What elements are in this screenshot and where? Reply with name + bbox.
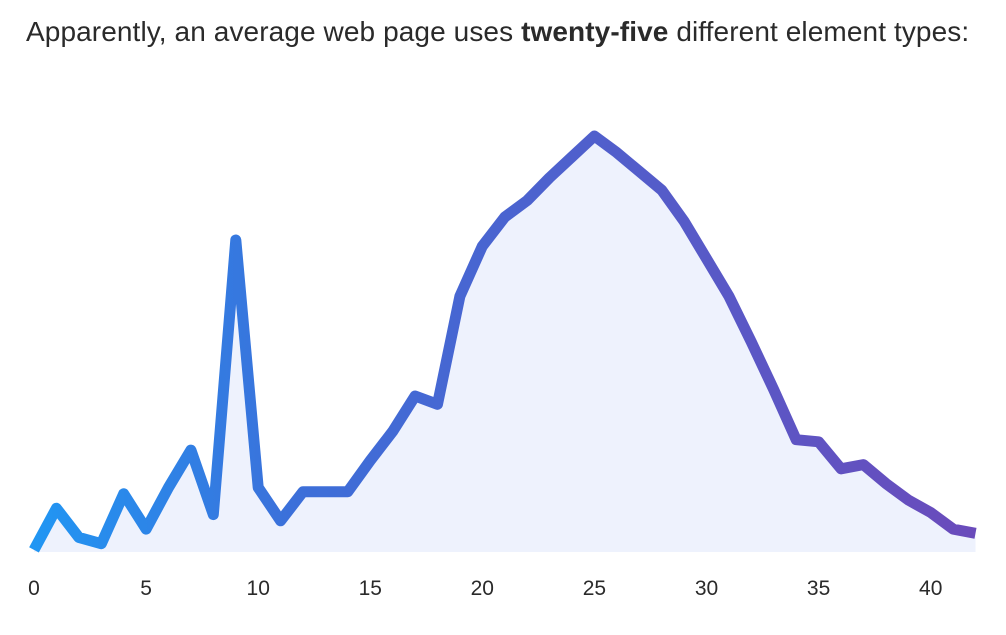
x-tick-label: 10 [247, 577, 270, 600]
data-point [298, 487, 308, 497]
data-point [388, 426, 398, 436]
data-point [410, 391, 420, 401]
data-point [253, 483, 263, 493]
data-point [164, 483, 174, 493]
data-point [545, 173, 555, 183]
data-point [881, 478, 891, 488]
data-point [791, 435, 801, 445]
page-title: Apparently, an average web page uses twe… [26, 16, 969, 48]
data-point [500, 212, 510, 222]
data-point [96, 539, 106, 549]
data-point [769, 385, 779, 395]
data-point [612, 148, 622, 158]
data-point [926, 508, 936, 518]
data-point [276, 516, 286, 526]
x-tick-label: 25 [583, 577, 606, 600]
data-point [29, 545, 39, 555]
x-tick-label: 15 [359, 577, 382, 600]
data-point [814, 437, 824, 447]
data-point [836, 464, 846, 474]
data-point [365, 456, 375, 466]
x-tick-label: 30 [695, 577, 718, 600]
data-point [433, 399, 443, 409]
x-tick-label: 40 [919, 577, 942, 600]
data-point [186, 445, 196, 455]
x-tick-label: 0 [28, 577, 40, 600]
data-point [567, 152, 577, 162]
data-point [141, 524, 151, 534]
data-point [724, 291, 734, 301]
data-point [231, 235, 241, 245]
data-point [343, 487, 353, 497]
data-point [679, 216, 689, 226]
headline-suffix: different element types: [668, 16, 970, 47]
data-point [74, 532, 84, 542]
data-point [119, 489, 129, 499]
data-point [522, 196, 532, 206]
data-point [589, 131, 599, 141]
data-point [746, 337, 756, 347]
data-point [51, 503, 61, 513]
headline-emphasis: twenty-five [521, 16, 669, 47]
x-axis-tick-labels: 0 5 10 15 20 25 30 35 40 [28, 577, 942, 600]
data-point [455, 291, 465, 301]
data-point [320, 487, 330, 497]
x-tick-label: 35 [807, 577, 830, 600]
headline-prefix: Apparently, an average web page uses [26, 16, 522, 47]
data-point [477, 241, 487, 251]
data-point [208, 510, 218, 520]
data-point [657, 185, 667, 195]
distribution-area [34, 136, 976, 552]
x-tick-label: 20 [471, 577, 494, 600]
data-point [903, 495, 913, 505]
data-point [702, 254, 712, 264]
data-point [858, 460, 868, 470]
x-tick-label: 5 [140, 577, 152, 600]
data-point [971, 528, 981, 538]
distribution-line [29, 130, 977, 553]
data-point [948, 524, 958, 534]
data-point [634, 166, 644, 176]
